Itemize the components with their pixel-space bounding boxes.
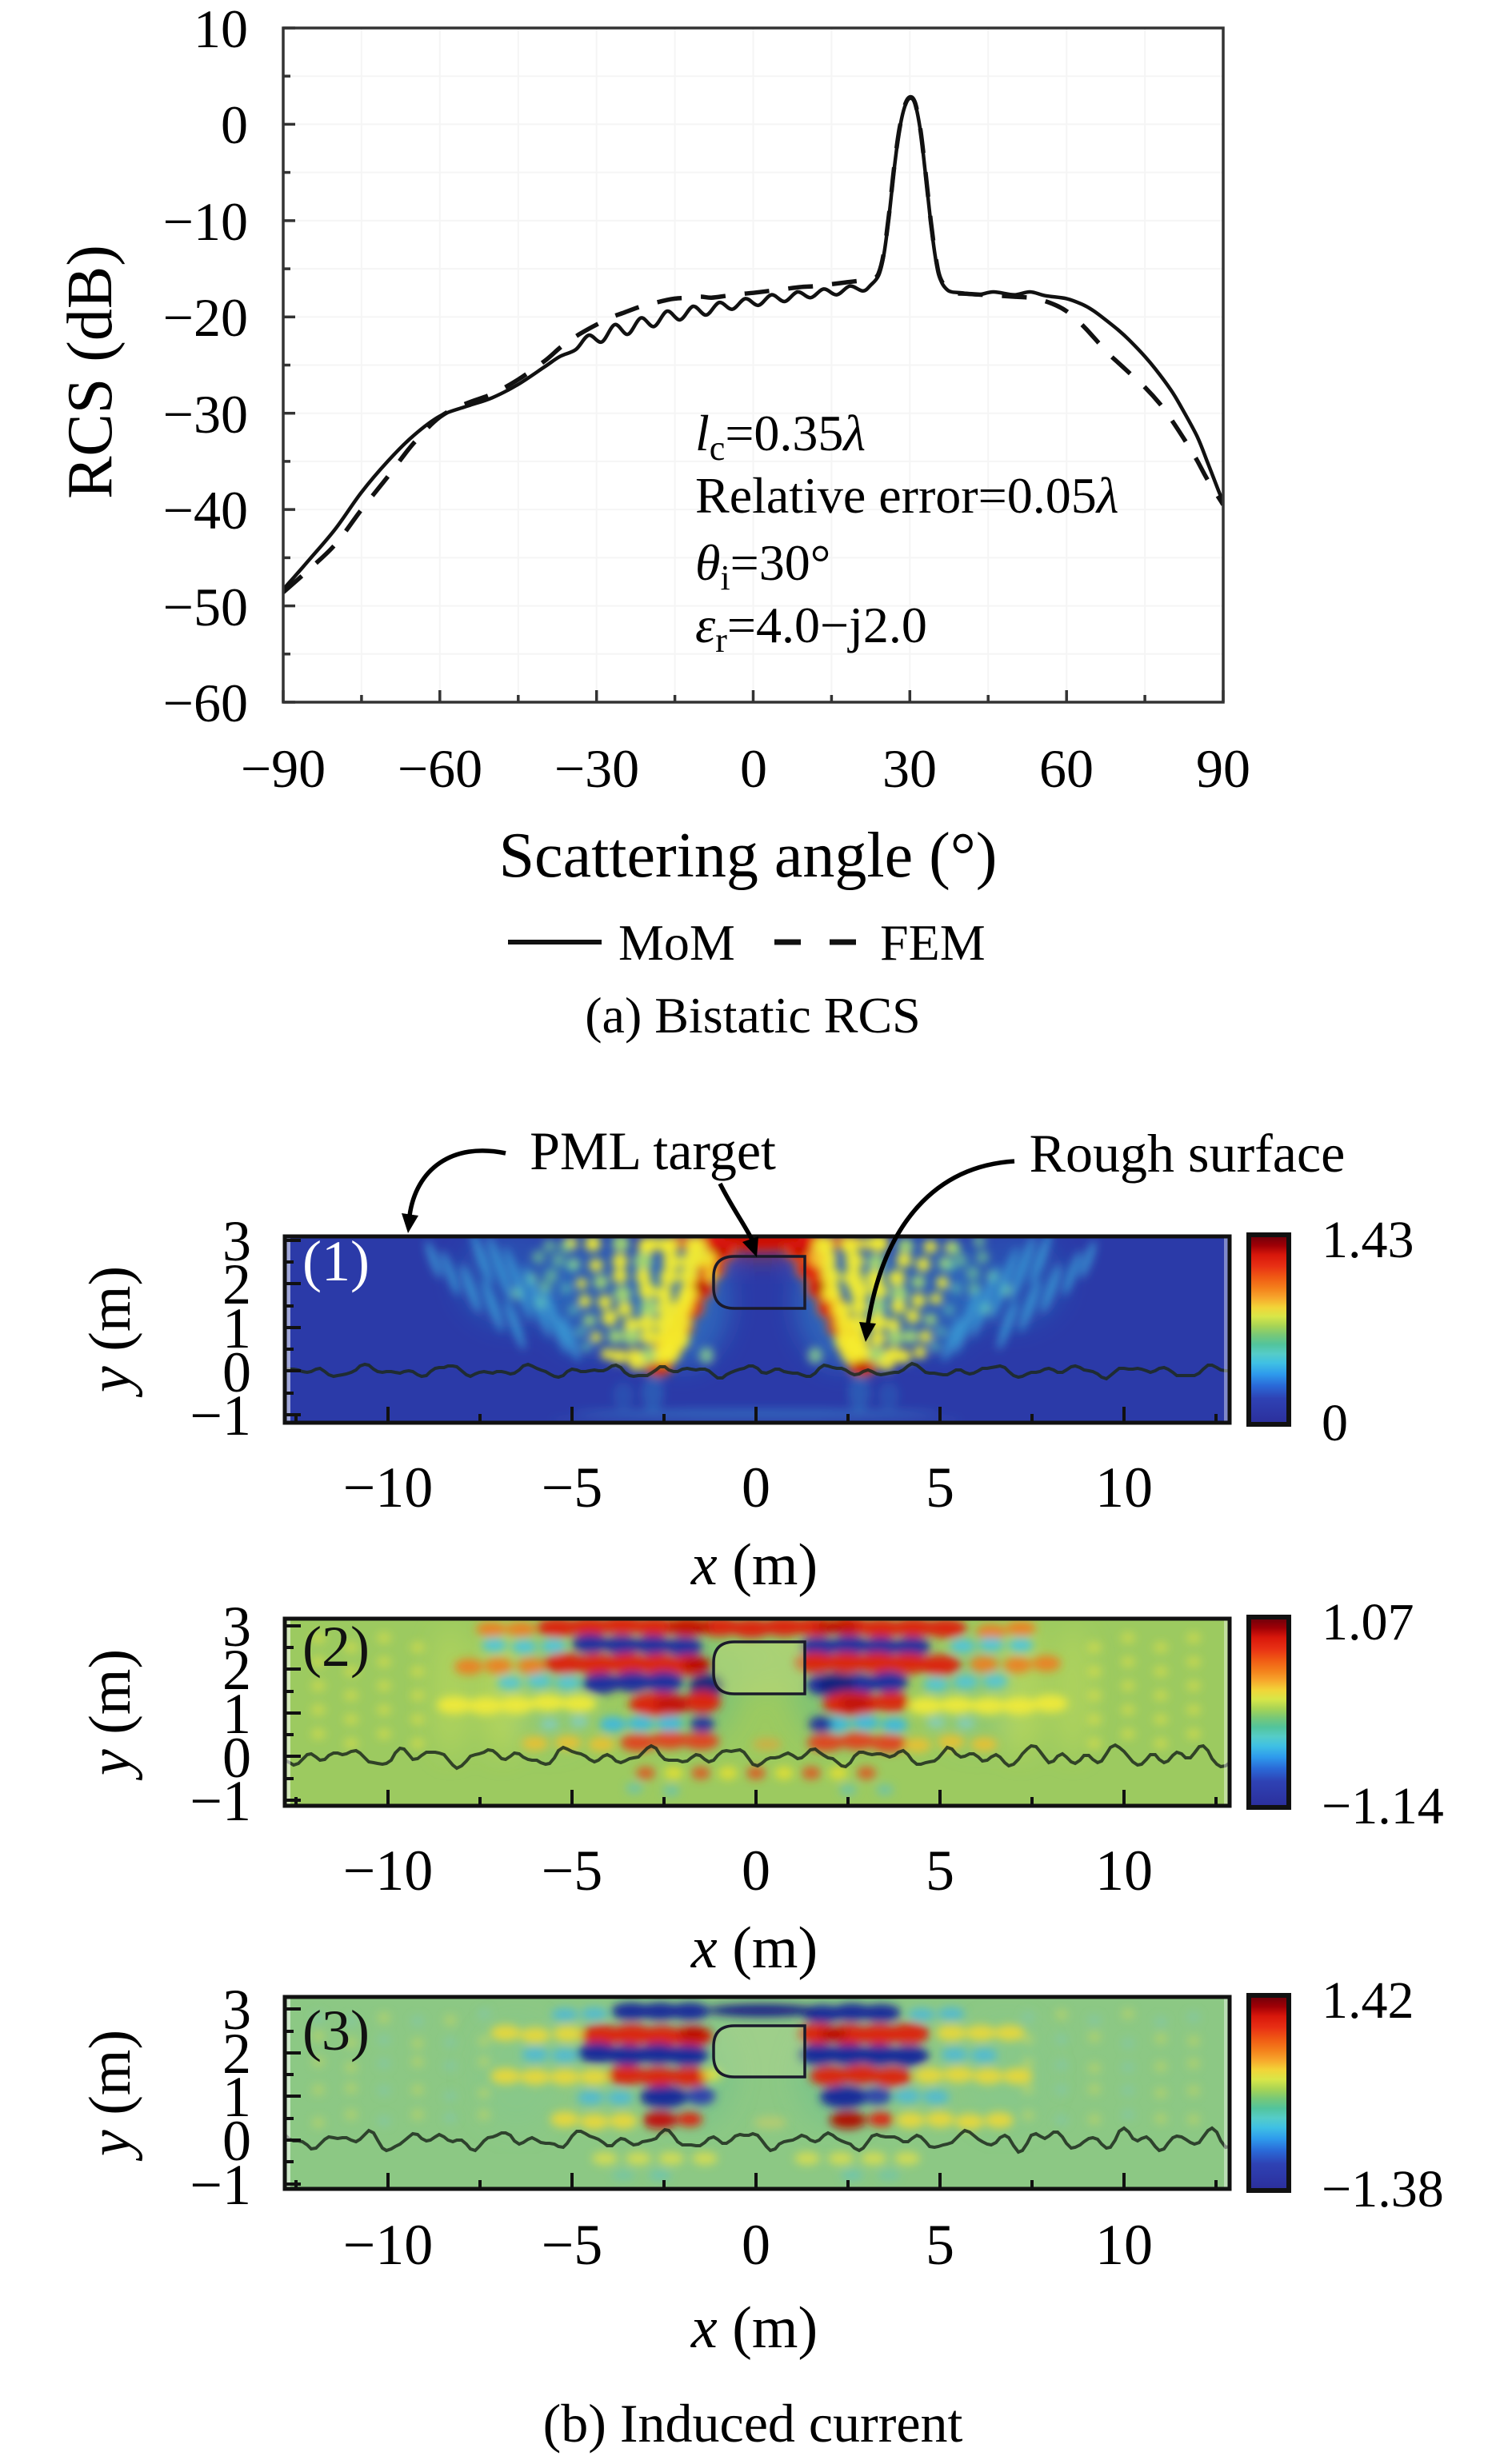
svg-text:(1): (1) bbox=[302, 1229, 370, 1293]
svg-text:90: 90 bbox=[1196, 738, 1250, 799]
svg-text:Scattering angle (°): Scattering angle (°) bbox=[499, 821, 998, 891]
svg-text:3: 3 bbox=[222, 1209, 251, 1273]
svg-text:y (m): y (m) bbox=[78, 2030, 143, 2162]
svg-text:−5: −5 bbox=[542, 1839, 603, 1903]
svg-text:−1: −1 bbox=[190, 1384, 251, 1448]
svg-text:0: 0 bbox=[222, 1726, 251, 1790]
svg-text:x (m): x (m) bbox=[690, 2295, 818, 2361]
svg-text:3: 3 bbox=[222, 1595, 251, 1659]
svg-text:10: 10 bbox=[1095, 1839, 1153, 1903]
svg-text:x (m): x (m) bbox=[690, 1915, 818, 1981]
svg-text:2: 2 bbox=[222, 2022, 251, 2086]
svg-text:−60: −60 bbox=[163, 673, 248, 733]
svg-text:0: 0 bbox=[742, 1456, 770, 1520]
svg-text:1: 1 bbox=[222, 2065, 251, 2129]
svg-text:Relative error=0.05λ: Relative error=0.05λ bbox=[695, 467, 1118, 524]
svg-text:θi=30°: θi=30° bbox=[695, 534, 830, 597]
svg-text:5: 5 bbox=[926, 2213, 954, 2277]
svg-text:PML target: PML target bbox=[530, 1120, 776, 1181]
svg-text:(3): (3) bbox=[302, 1999, 370, 2063]
svg-text:FEM: FEM bbox=[880, 914, 986, 971]
svg-text:3: 3 bbox=[222, 1978, 251, 2042]
svg-text:x (m): x (m) bbox=[690, 1532, 818, 1598]
svg-text:1.43: 1.43 bbox=[1322, 1211, 1414, 1269]
svg-text:−50: −50 bbox=[163, 577, 248, 637]
svg-text:lc=0.35λ: lc=0.35λ bbox=[695, 405, 866, 468]
svg-text:MoM: MoM bbox=[618, 914, 735, 971]
svg-text:−90: −90 bbox=[241, 738, 326, 799]
svg-text:−1.38: −1.38 bbox=[1322, 2160, 1444, 2218]
svg-text:0: 0 bbox=[221, 94, 248, 155]
svg-text:0: 0 bbox=[222, 1340, 251, 1404]
svg-text:−30: −30 bbox=[163, 384, 248, 445]
svg-text:y (m): y (m) bbox=[78, 1266, 143, 1398]
svg-text:10: 10 bbox=[1095, 1456, 1153, 1520]
svg-text:y (m): y (m) bbox=[78, 1649, 143, 1781]
svg-text:−30: −30 bbox=[554, 738, 639, 799]
svg-text:−1: −1 bbox=[190, 1769, 251, 1833]
svg-text:0: 0 bbox=[1322, 1394, 1348, 1452]
svg-text:1: 1 bbox=[222, 1296, 251, 1360]
svg-text:−5: −5 bbox=[542, 2213, 603, 2277]
svg-text:5: 5 bbox=[926, 1456, 954, 1520]
svg-text:−1: −1 bbox=[190, 2153, 251, 2217]
svg-text:0: 0 bbox=[742, 1839, 770, 1903]
svg-text:2: 2 bbox=[222, 1638, 251, 1702]
svg-text:2: 2 bbox=[222, 1252, 251, 1316]
svg-text:10: 10 bbox=[1095, 2213, 1153, 2277]
svg-text:1: 1 bbox=[222, 1682, 251, 1746]
svg-text:−10: −10 bbox=[163, 191, 248, 252]
svg-text:(a) Bistatic RCS: (a) Bistatic RCS bbox=[585, 987, 921, 1044]
svg-text:(b) Induced current: (b) Induced current bbox=[543, 2393, 963, 2454]
svg-text:−40: −40 bbox=[163, 480, 248, 541]
svg-text:5: 5 bbox=[926, 1839, 954, 1903]
svg-text:Rough surface: Rough surface bbox=[1030, 1123, 1346, 1184]
svg-text:εr=4.0−j2.0: εr=4.0−j2.0 bbox=[695, 597, 927, 660]
svg-text:−10: −10 bbox=[343, 1839, 434, 1903]
svg-text:60: 60 bbox=[1039, 738, 1094, 799]
svg-text:−5: −5 bbox=[542, 1456, 603, 1520]
svg-text:RCS (dB): RCS (dB) bbox=[55, 245, 126, 499]
svg-text:−10: −10 bbox=[343, 2213, 434, 2277]
svg-text:10: 10 bbox=[194, 0, 248, 59]
svg-text:−20: −20 bbox=[163, 287, 248, 348]
svg-text:−60: −60 bbox=[398, 738, 482, 799]
svg-text:−10: −10 bbox=[343, 1456, 434, 1520]
svg-text:0: 0 bbox=[742, 2213, 770, 2277]
svg-text:−1.14: −1.14 bbox=[1322, 1777, 1444, 1835]
svg-text:1.42: 1.42 bbox=[1322, 1971, 1414, 2030]
svg-text:0: 0 bbox=[740, 738, 767, 799]
svg-text:30: 30 bbox=[882, 738, 937, 799]
svg-text:0: 0 bbox=[222, 2109, 251, 2173]
svg-text:1.07: 1.07 bbox=[1322, 1593, 1414, 1651]
svg-text:(2): (2) bbox=[302, 1615, 370, 1679]
